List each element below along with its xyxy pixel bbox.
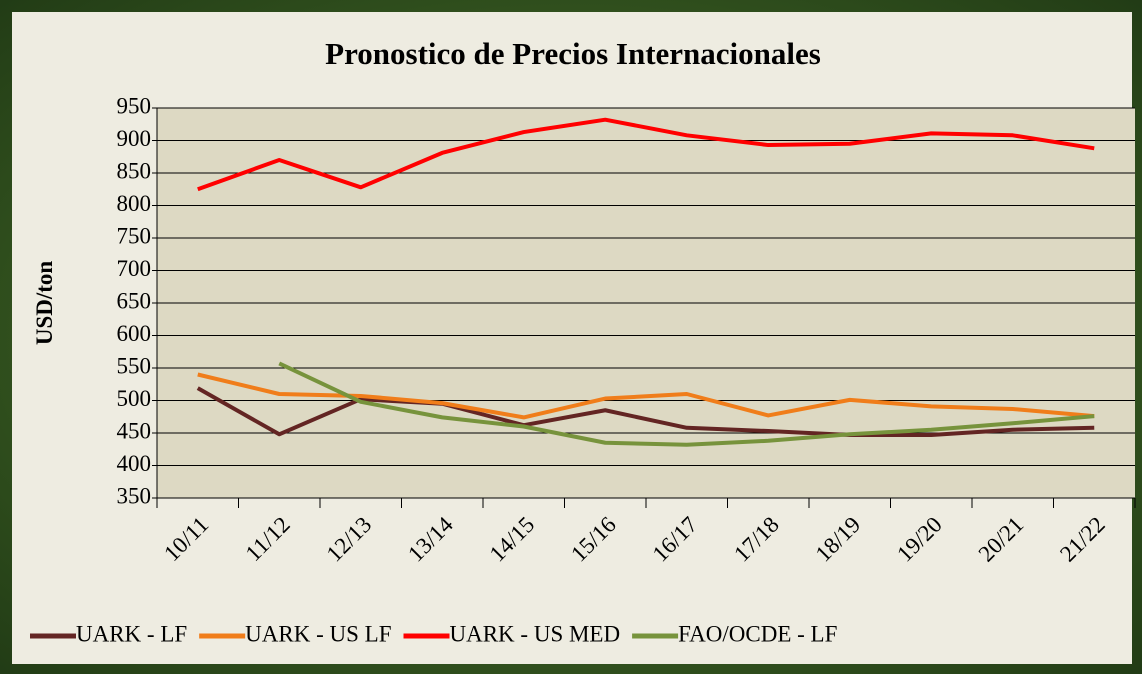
legend-label: FAO/OCDE - LF (678, 621, 837, 646)
y-tick-label: 750 (117, 223, 152, 248)
y-tick-label: 350 (117, 483, 152, 508)
legend-label: UARK - US LF (245, 621, 391, 646)
y-tick-label: 500 (117, 386, 152, 411)
y-tick-label: 850 (117, 158, 152, 183)
y-tick-label: 650 (117, 288, 152, 313)
series-line (278, 361, 1095, 447)
series-line (196, 386, 1095, 437)
y-tick-label: 800 (117, 191, 152, 216)
y-tick-label: 900 (117, 126, 152, 151)
y-tick-label: 950 (117, 93, 152, 118)
chart-title: Pronostico de Precios Internacionales (325, 36, 821, 71)
y-tick-label: 600 (117, 321, 152, 346)
series-line (197, 117, 1095, 192)
y-tick-label: 550 (117, 353, 152, 378)
y-axis-label: USD/ton (32, 261, 57, 346)
legend-label: UARK - US MED (450, 621, 621, 646)
legend-label: UARK - LF (76, 621, 187, 646)
y-tick-label: 450 (117, 418, 152, 443)
y-tick-label: 700 (117, 256, 152, 281)
y-tick-label: 400 (117, 451, 152, 476)
